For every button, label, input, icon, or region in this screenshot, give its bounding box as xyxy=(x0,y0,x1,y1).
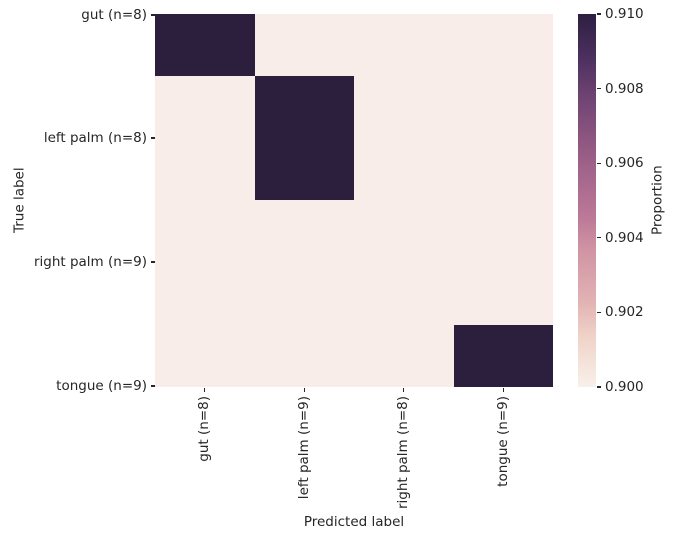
colorbar-tick-mark xyxy=(597,386,601,388)
heatmap-cell-r1c3 xyxy=(453,76,553,200)
y-tick-label: gut (n=8) xyxy=(81,7,147,23)
heatmap-cell-r2c2 xyxy=(354,200,454,325)
heatmap-cell-r3c2 xyxy=(354,325,454,387)
colorbar-label: Proportion xyxy=(649,165,666,236)
heatmap-cell-r3c0 xyxy=(155,325,255,387)
heatmap-cell-r1c1 xyxy=(254,76,354,200)
y-tick-mark xyxy=(150,137,155,139)
x-tick-label: tongue (n=9) xyxy=(494,396,511,487)
x-tick-mark xyxy=(303,387,305,392)
colorbar-tick-mark xyxy=(597,162,601,164)
heatmap-grid xyxy=(155,14,553,387)
heatmap-cell-r2c0 xyxy=(155,200,255,325)
heatmap-cell-r3c1 xyxy=(254,325,354,387)
heatmap-cell-r1c2 xyxy=(354,76,454,200)
colorbar xyxy=(578,14,596,387)
colorbar-tick-mark xyxy=(597,237,601,239)
y-tick-mark xyxy=(150,14,155,16)
heatmap-cell-r0c3 xyxy=(453,14,553,76)
heatmap-cell-r3c3 xyxy=(453,325,553,387)
heatmap-cell-r0c0 xyxy=(155,14,255,76)
heatmap-cell-r0c2 xyxy=(354,14,454,76)
heatmap-cell-r2c1 xyxy=(254,200,354,325)
colorbar-tick-mark xyxy=(597,13,601,15)
x-tick-label: gut (n=8) xyxy=(196,396,213,462)
heatmap-cell-r2c3 xyxy=(453,200,553,325)
colorbar-tick-label: 0.906 xyxy=(605,155,644,172)
colorbar-tick-label: 0.900 xyxy=(605,379,644,395)
y-tick-mark xyxy=(150,261,155,263)
y-tick-mark xyxy=(150,385,155,387)
x-tick-label: right palm (n=8) xyxy=(395,396,412,510)
y-axis-label: True label xyxy=(11,167,28,234)
heatmap-cell-r0c1 xyxy=(254,14,354,76)
colorbar-tick-mark xyxy=(597,87,601,90)
x-axis-label: Predicted label xyxy=(303,514,405,530)
colorbar-tick-label: 0.904 xyxy=(605,229,644,246)
y-tick-label: tongue (n=9) xyxy=(56,378,147,394)
x-tick-mark xyxy=(403,387,405,392)
x-tick-mark xyxy=(502,387,504,392)
y-tick-label: left palm (n=8) xyxy=(43,130,147,146)
colorbar-tick-label: 0.910 xyxy=(605,6,644,22)
x-tick-label: left palm (n=9) xyxy=(295,396,312,500)
heatmap-cell-r1c0 xyxy=(155,76,255,200)
colorbar-tick-mark xyxy=(597,311,601,314)
x-tick-mark xyxy=(204,387,206,392)
colorbar-tick-label: 0.908 xyxy=(605,80,644,97)
colorbar-tick-label: 0.902 xyxy=(605,304,644,321)
y-tick-label: right palm (n=9) xyxy=(33,254,147,270)
